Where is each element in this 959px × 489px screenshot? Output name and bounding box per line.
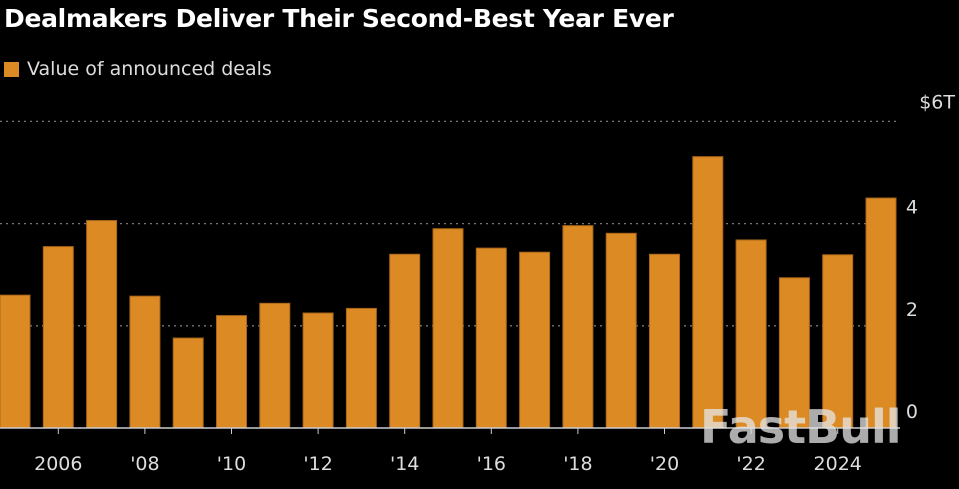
bar-2025 [865,197,897,429]
bar-2013 [345,307,377,429]
bar-2012 [302,312,334,429]
bar-2015 [432,228,464,429]
legend: Value of announced deals [4,58,272,80]
x-tick-label: '22 [736,453,765,475]
bar-2011 [259,302,291,429]
bar-2016 [475,247,507,429]
bar-2009 [172,337,204,429]
bar-2019 [605,232,637,429]
bar-2010 [216,315,247,429]
bar-2007 [86,220,118,429]
y-tick-label: $6T [919,91,955,113]
x-tick-label: '14 [390,453,419,475]
legend-label: Value of announced deals [27,58,272,80]
bar-2018 [562,225,594,429]
y-tick-label: 0 [906,401,918,423]
legend-swatch [4,61,19,77]
x-tick-label: '20 [650,453,679,475]
bar-2017 [519,251,551,429]
chart-title: Dealmakers Deliver Their Second-Best Yea… [4,4,674,33]
bar-2023 [778,277,810,429]
x-tick-label: '16 [477,453,506,475]
x-tick-label: '18 [563,453,592,475]
x-tick-label: 2024 [814,453,862,475]
bar-2020 [649,253,680,429]
bar-2008 [129,295,161,429]
y-tick-label: 2 [906,299,918,321]
x-tick-label: '12 [303,453,332,475]
x-tick-label: '08 [130,453,159,475]
x-tick-label: 2006 [34,453,82,475]
x-tick-label: '10 [217,453,246,475]
watermark-logo: FastBull [700,400,901,454]
bar-2021 [692,156,724,429]
bar-2014 [389,253,421,429]
bar-2006 [42,246,74,429]
bar-2005 [0,294,31,429]
y-tick-label: 4 [906,197,918,219]
